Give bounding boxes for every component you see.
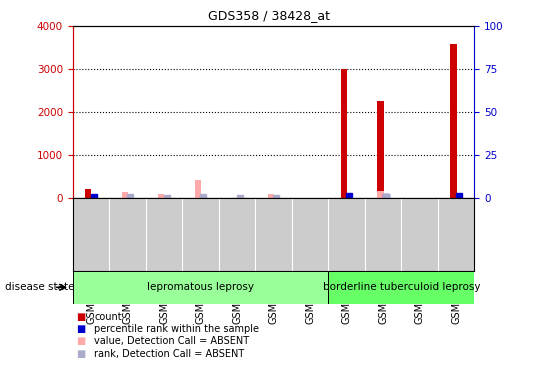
Bar	[341, 69, 347, 198]
Bar	[377, 191, 384, 198]
Text: percentile rank within the sample: percentile rank within the sample	[94, 324, 259, 334]
Bar	[73, 271, 328, 304]
Bar	[195, 180, 201, 198]
Bar	[85, 189, 92, 198]
Text: rank, Detection Call = ABSENT: rank, Detection Call = ABSENT	[94, 349, 245, 359]
Bar	[450, 44, 457, 198]
Text: borderline tuberculoid leprosy: borderline tuberculoid leprosy	[322, 282, 480, 292]
Text: ■: ■	[76, 336, 86, 347]
Bar	[158, 194, 164, 198]
Text: value, Detection Call = ABSENT: value, Detection Call = ABSENT	[94, 336, 250, 347]
Bar	[267, 194, 274, 198]
Text: GDS358 / 38428_at: GDS358 / 38428_at	[209, 9, 330, 22]
Text: ■: ■	[76, 349, 86, 359]
Text: ■: ■	[76, 311, 86, 322]
Bar	[122, 192, 128, 198]
Bar	[377, 101, 384, 198]
Bar	[328, 271, 474, 304]
Text: lepromatous leprosy: lepromatous leprosy	[147, 282, 254, 292]
Text: count: count	[94, 311, 122, 322]
Text: ■: ■	[76, 324, 86, 334]
Text: disease state: disease state	[5, 282, 75, 292]
